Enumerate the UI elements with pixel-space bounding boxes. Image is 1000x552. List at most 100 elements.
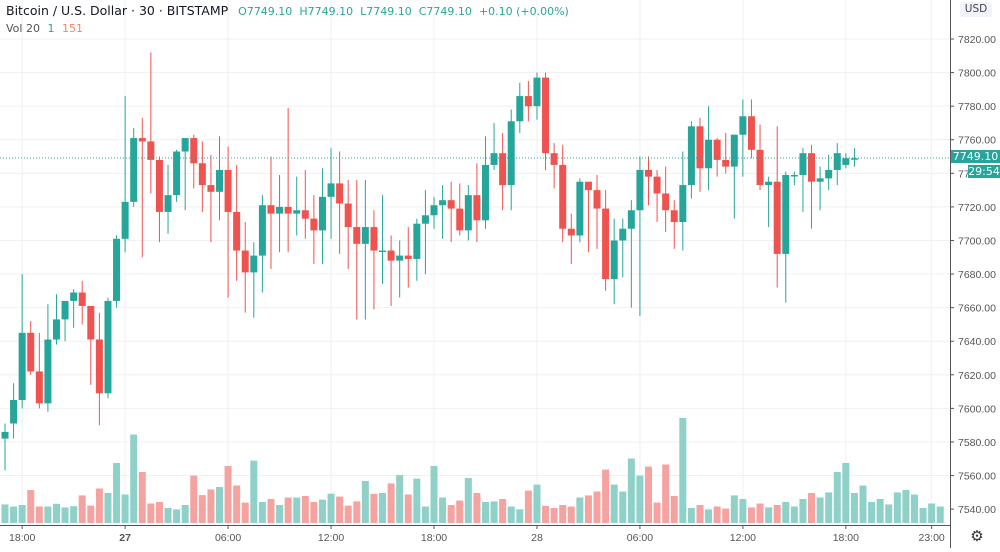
candle [679, 185, 687, 223]
volume-bar [361, 481, 369, 523]
volume-bar [147, 503, 155, 523]
svg-text:27: 27 [119, 532, 131, 544]
volume-bar [473, 493, 481, 523]
candle [181, 138, 189, 152]
volume-bar [250, 460, 258, 523]
candle [78, 292, 86, 306]
volume-bar [404, 494, 412, 523]
candle [825, 169, 833, 179]
volume-bar [130, 434, 138, 523]
volume-bar [670, 496, 678, 523]
volume-bar [44, 506, 52, 523]
candle [619, 228, 627, 241]
volume-bar [636, 475, 644, 523]
gear-icon[interactable]: ⚙ [970, 527, 984, 545]
candle [782, 174, 790, 254]
volume-bar [155, 502, 163, 523]
volume-bar [825, 492, 833, 523]
candle [404, 255, 412, 259]
candle [336, 183, 344, 204]
candle [473, 195, 481, 221]
candle [190, 138, 198, 164]
volume-bar [747, 507, 755, 523]
volume-bar [310, 502, 318, 523]
volume-bar [868, 502, 876, 523]
candle [464, 195, 472, 231]
volume-bar [730, 495, 738, 523]
volume-bar [567, 506, 575, 523]
svg-text:28: 28 [531, 532, 543, 544]
svg-text:06:00: 06:00 [215, 532, 241, 544]
volume-bar [35, 506, 43, 523]
volume-bar [464, 478, 472, 523]
candle [524, 96, 532, 107]
candle [627, 210, 635, 229]
candle [507, 121, 515, 186]
symbol-legend[interactable]: Bitcoin / U.S. Dollar · 30 · BITSTAMP O7… [6, 3, 569, 18]
volume-bar [276, 505, 284, 523]
candle [816, 178, 824, 182]
volume-bar [216, 487, 223, 523]
volume-bar [164, 508, 172, 523]
ohlc-values: O7749.10 H7749.10 L7749.10 C7749.10 +0.1… [238, 5, 569, 18]
candle [379, 250, 387, 253]
volume-bar [87, 505, 95, 523]
candle [216, 169, 223, 192]
candle [1, 431, 9, 439]
candle [95, 339, 103, 394]
candle [138, 138, 146, 142]
volume-bar [790, 506, 798, 523]
candle [318, 196, 326, 231]
candle [756, 149, 764, 186]
volume-bar [70, 506, 78, 523]
volume-bar [224, 466, 232, 523]
volume-bar [258, 502, 266, 523]
volume-bar [653, 502, 661, 523]
volume-bar [318, 499, 326, 523]
svg-text:12:00: 12:00 [730, 532, 756, 544]
close-value: C7749.10 [418, 5, 472, 18]
candle [542, 77, 550, 154]
candle [44, 339, 52, 404]
volume-legend[interactable]: Vol 20 1 151 [6, 22, 83, 35]
volume-bar [602, 469, 610, 523]
candle [550, 153, 558, 165]
candle [173, 151, 181, 196]
volume-bar [18, 505, 26, 523]
volume-bar [370, 493, 378, 523]
candle [353, 227, 361, 244]
candle [722, 159, 730, 167]
volume-bar [696, 505, 704, 523]
candle [670, 210, 678, 223]
volume-bar [78, 495, 86, 523]
last-price-tag: 7749.10 [951, 150, 1000, 163]
low-value: L7749.10 [360, 5, 412, 18]
volume-bar [808, 493, 816, 523]
volume-bar [104, 493, 112, 523]
volume-bar [379, 493, 387, 523]
candle [164, 195, 172, 212]
candle [850, 158, 858, 160]
volume-bar [928, 503, 936, 523]
volume-bar [284, 497, 292, 523]
currency-badge[interactable]: USD [960, 2, 992, 17]
candle [258, 205, 266, 256]
volume-bar [173, 509, 181, 523]
svg-text:7580.00: 7580.00 [958, 437, 996, 449]
svg-text:06:00: 06:00 [627, 532, 653, 544]
volume-bar [705, 509, 713, 523]
bar-countdown: 29:54 [968, 165, 1000, 178]
volume-bar [301, 496, 309, 523]
svg-text:18:00: 18:00 [833, 532, 859, 544]
candle [636, 169, 644, 211]
volume-bar [241, 502, 249, 523]
volume-bar [413, 478, 421, 523]
svg-text:7680.00: 7680.00 [958, 269, 996, 281]
candle [113, 238, 121, 301]
svg-text:7620.00: 7620.00 [958, 370, 996, 382]
volume-bar [584, 495, 592, 523]
candle [413, 223, 421, 259]
volume-bar [773, 505, 781, 523]
